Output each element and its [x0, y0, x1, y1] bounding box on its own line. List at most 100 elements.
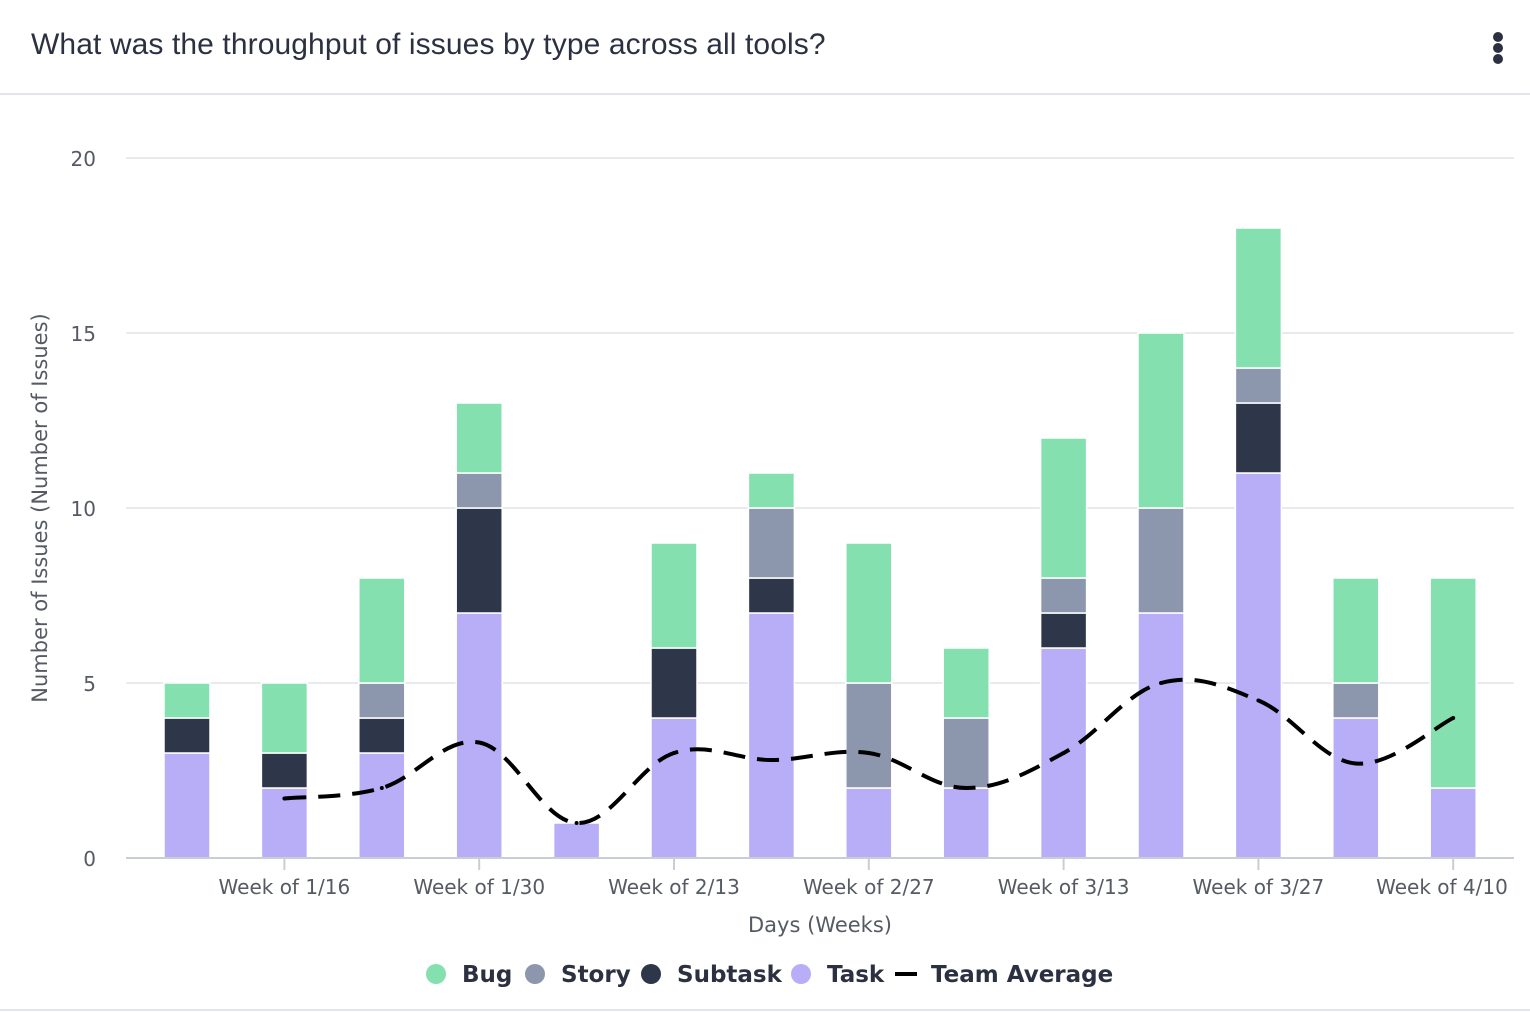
bar-stack[interactable]	[260, 682, 309, 859]
legend-item-bug[interactable]: Bug	[426, 962, 512, 988]
team-average-point[interactable]	[477, 740, 482, 745]
bar-bug[interactable]	[1332, 577, 1380, 684]
y-tick-label: 0	[83, 847, 96, 871]
x-tick-label: Week of 1/16	[219, 875, 351, 899]
bar-bug[interactable]	[358, 577, 406, 684]
team-average-point[interactable]	[379, 786, 384, 790]
bar-stack[interactable]	[1234, 227, 1283, 859]
bar-bug[interactable]	[845, 542, 893, 684]
team-average-point[interactable]	[964, 786, 969, 790]
bar-stack[interactable]	[358, 577, 406, 859]
bar-bug[interactable]	[163, 682, 211, 719]
bar-task[interactable]	[163, 752, 211, 859]
x-tick-label: Week of 3/13	[998, 875, 1130, 899]
bar-stack[interactable]	[942, 647, 990, 859]
bar-subtask[interactable]	[163, 717, 211, 754]
bar-task[interactable]	[650, 717, 698, 859]
bar-bug[interactable]	[942, 647, 990, 719]
bar-bug[interactable]	[1137, 332, 1185, 509]
y-axis-ticks: 0 5 10 15 20	[71, 147, 96, 871]
bar-stack[interactable]	[747, 472, 796, 859]
bar-subtask[interactable]	[650, 647, 698, 719]
grid-lines	[126, 157, 1514, 684]
more-options-button[interactable]	[1478, 28, 1518, 68]
legend-item-subtask[interactable]: Subtask	[641, 962, 783, 988]
bar-stack[interactable]	[1429, 577, 1477, 859]
bar-task[interactable]	[1429, 787, 1477, 859]
bar-task[interactable]	[358, 752, 406, 859]
bar-task[interactable]	[1137, 612, 1185, 859]
bar-bug[interactable]	[260, 682, 309, 754]
x-tick-label: Week of 3/27	[1193, 875, 1325, 899]
bar-subtask[interactable]	[260, 752, 309, 789]
bar-stack[interactable]	[1332, 577, 1380, 859]
team-average-point[interactable]	[1159, 681, 1163, 685]
y-axis-title: Number of Issues (Number of Issues)	[28, 313, 52, 702]
bar-stack[interactable]	[552, 822, 601, 859]
x-tick-label: Week of 4/10	[1376, 875, 1508, 899]
bar-subtask[interactable]	[358, 717, 406, 754]
bar-task[interactable]	[845, 787, 893, 859]
team-average-point[interactable]	[769, 758, 774, 762]
bar-subtask[interactable]	[455, 507, 503, 614]
legend-label: Subtask	[677, 962, 783, 988]
bar-bug[interactable]	[650, 542, 698, 649]
bar-subtask[interactable]	[747, 577, 796, 614]
x-tick-label: Week of 1/30	[413, 875, 545, 899]
x-axis-ticks: Week of 1/16 Week of 1/30 Week of 2/13 Week…	[219, 858, 1508, 899]
legend: Bug Story Subtask Task Team Average	[426, 962, 1113, 988]
bar-story[interactable]	[358, 682, 406, 719]
bar-story[interactable]	[455, 472, 503, 509]
bar-bug[interactable]	[1234, 227, 1283, 369]
y-tick-label: 10	[71, 497, 96, 521]
bar-task[interactable]	[552, 822, 601, 859]
bar-story[interactable]	[845, 682, 893, 789]
bar-task[interactable]	[455, 612, 503, 859]
legend-label: Task	[827, 962, 885, 988]
legend-marker	[426, 964, 446, 984]
bar-story[interactable]	[1039, 577, 1088, 614]
legend-item-team-average[interactable]: Team Average	[895, 962, 1113, 988]
card-footer-divider	[0, 1009, 1530, 1011]
bar-bug[interactable]	[1429, 577, 1477, 789]
team-average-point[interactable]	[1353, 761, 1358, 766]
bar-task[interactable]	[942, 787, 990, 859]
x-tick-label: Week of 2/27	[803, 875, 935, 899]
team-average-point[interactable]	[866, 751, 871, 755]
bars	[163, 227, 1477, 859]
bar-stack[interactable]	[1039, 437, 1088, 859]
team-average-point[interactable]	[1061, 751, 1066, 755]
bar-stack[interactable]	[163, 682, 211, 859]
bar-bug[interactable]	[747, 472, 796, 509]
bar-story[interactable]	[942, 717, 990, 789]
legend-marker	[641, 964, 661, 984]
team-average-point[interactable]	[574, 821, 579, 825]
bar-bug[interactable]	[455, 402, 503, 474]
bar-subtask[interactable]	[1234, 402, 1283, 474]
bar-task[interactable]	[747, 612, 796, 859]
bar-story[interactable]	[1234, 367, 1283, 404]
team-average-point[interactable]	[672, 751, 676, 755]
team-average-point[interactable]	[1451, 716, 1456, 720]
team-average-point[interactable]	[1256, 698, 1261, 703]
bar-story[interactable]	[1137, 507, 1185, 614]
bar-task[interactable]	[1234, 472, 1283, 859]
legend-item-task[interactable]: Task	[791, 962, 885, 988]
y-tick-label: 20	[71, 147, 96, 171]
bar-bug[interactable]	[1039, 437, 1088, 579]
legend-item-story[interactable]: Story	[525, 962, 631, 988]
x-axis-title: Days (Weeks)	[748, 913, 892, 937]
bar-story[interactable]	[1332, 682, 1380, 719]
bar-story[interactable]	[747, 507, 796, 579]
bar-task[interactable]	[1332, 717, 1380, 859]
bar-subtask[interactable]	[1039, 612, 1088, 649]
bar-stack[interactable]	[845, 542, 893, 859]
bar-stack[interactable]	[650, 542, 698, 859]
x-tick-label: Week of 2/13	[608, 875, 740, 899]
bar-stack[interactable]	[455, 402, 503, 859]
y-tick-label: 5	[83, 672, 96, 696]
bar-stack[interactable]	[1137, 332, 1185, 859]
team-average-point[interactable]	[282, 796, 287, 801]
legend-label: Story	[561, 962, 631, 988]
